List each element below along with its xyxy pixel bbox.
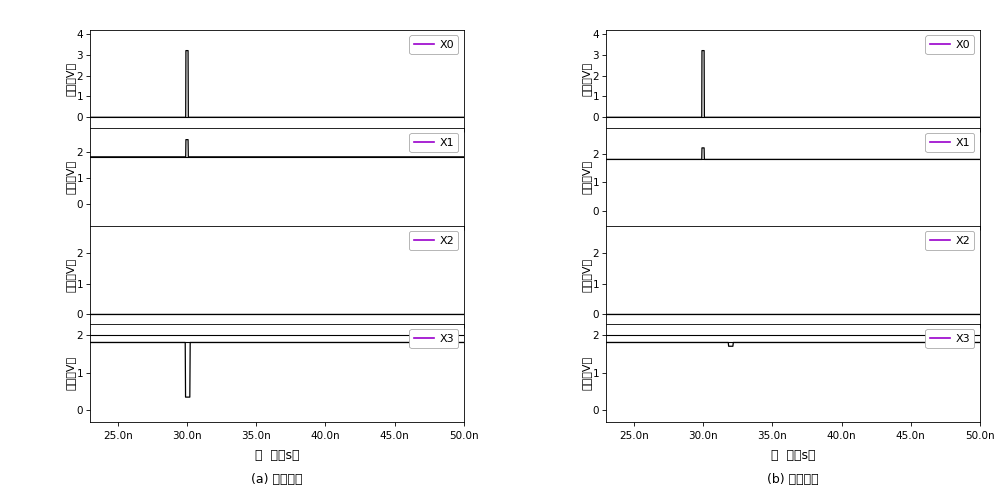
Legend: X0: X0 xyxy=(409,35,458,54)
Legend: X0: X0 xyxy=(925,35,974,54)
Legend: X1: X1 xyxy=(409,133,458,152)
Y-axis label: 电压（V）: 电压（V） xyxy=(581,62,591,96)
Y-axis label: 电压（V）: 电压（V） xyxy=(65,62,75,96)
Y-axis label: 电压（V）: 电压（V） xyxy=(581,257,591,292)
X-axis label: 时  间（s）: 时 间（s） xyxy=(255,449,299,462)
Y-axis label: 电压（V）: 电压（V） xyxy=(65,257,75,292)
Y-axis label: 电压（V）: 电压（V） xyxy=(581,356,591,390)
Legend: X2: X2 xyxy=(925,231,974,250)
Text: (a) 传统结构: (a) 传统结构 xyxy=(251,473,303,486)
Legend: X3: X3 xyxy=(925,329,974,348)
Legend: X3: X3 xyxy=(409,329,458,348)
X-axis label: 时  间（s）: 时 间（s） xyxy=(771,449,815,462)
Text: (b) 改进结构: (b) 改进结构 xyxy=(767,473,819,486)
Legend: X1: X1 xyxy=(925,133,974,152)
Y-axis label: 电压（V）: 电压（V） xyxy=(581,160,591,194)
Legend: X2: X2 xyxy=(409,231,458,250)
Y-axis label: 电压（V）: 电压（V） xyxy=(65,356,75,390)
Y-axis label: 电压（V）: 电压（V） xyxy=(65,160,75,194)
